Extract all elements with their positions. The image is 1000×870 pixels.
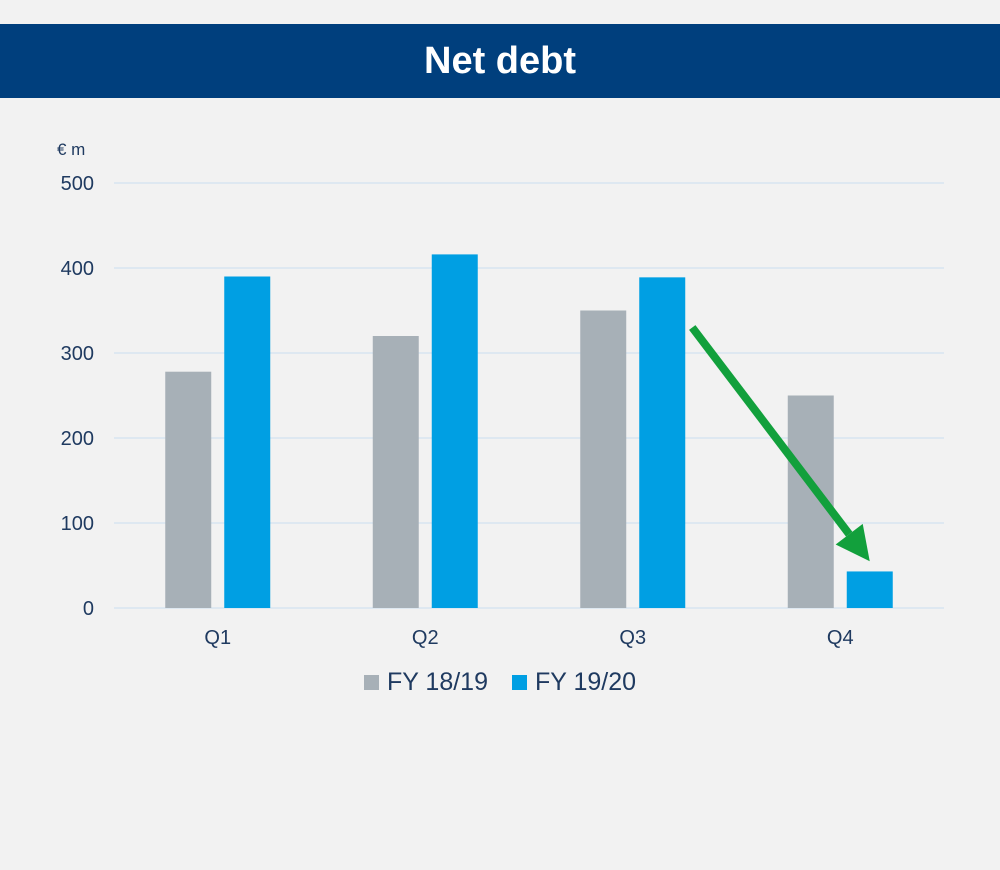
- x-tick-label: Q4: [827, 627, 854, 649]
- legend-item-fy1920: FY 19/20: [512, 668, 636, 697]
- y-tick-label: 400: [61, 258, 94, 280]
- legend-swatch-fy1819: [363, 675, 379, 690]
- bar-q4-series1: [846, 571, 893, 608]
- bar-q3-series0: [580, 310, 627, 608]
- bar-q3-series1: [639, 277, 686, 608]
- bar-q2-series1: [431, 254, 478, 608]
- trend-arrow-head: [835, 523, 870, 562]
- trend-arrow-shaft: [689, 325, 853, 537]
- x-tick-label: Q1: [204, 627, 231, 649]
- bar-q2-series0: [372, 336, 419, 608]
- legend: FY 18/19 FY 19/20: [0, 668, 1000, 697]
- y-tick-label: 500: [61, 173, 94, 195]
- y-tick-label: 0: [83, 598, 94, 620]
- bar-q1-series0: [165, 371, 212, 608]
- legend-label-fy1920: FY 19/20: [535, 668, 637, 696]
- chart-title: Net debt: [424, 39, 576, 82]
- y-unit-label: € m: [57, 140, 86, 159]
- y-tick-label: 300: [61, 343, 94, 365]
- bar-q1-series1: [224, 276, 271, 608]
- legend-label-fy1819: FY 18/19: [386, 668, 488, 696]
- title-bar: Net debt: [0, 24, 1000, 98]
- y-tick-label: 100: [61, 513, 94, 535]
- y-tick-label: 200: [61, 428, 94, 450]
- x-tick-label: Q3: [619, 627, 646, 649]
- legend-swatch-fy1920: [512, 675, 527, 690]
- x-tick-label: Q2: [412, 627, 439, 649]
- legend-item-fy1819: FY 18/19: [363, 668, 488, 697]
